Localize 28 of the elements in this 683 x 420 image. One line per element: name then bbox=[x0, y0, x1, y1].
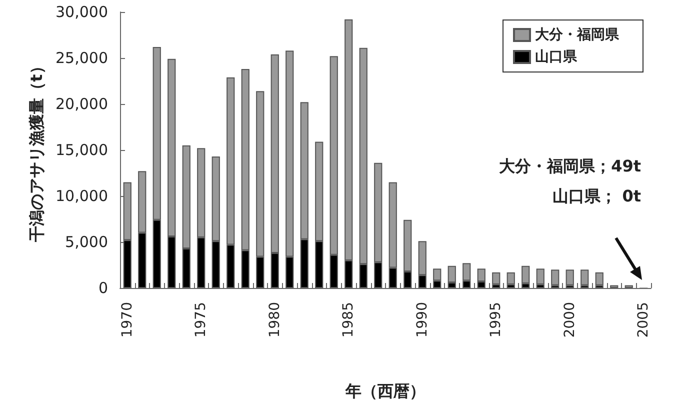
bar bbox=[551, 270, 560, 286]
x-tick-label: 1985 bbox=[340, 302, 357, 338]
y-axis-title: 干潟のアサリ漁獲量（t） bbox=[27, 58, 46, 243]
bar bbox=[595, 272, 604, 286]
y-tick-label: 20,000 bbox=[56, 95, 108, 113]
y-tick-label: 15,000 bbox=[56, 141, 108, 159]
bar bbox=[492, 272, 500, 284]
annotation: 大分・福岡県；49t bbox=[499, 156, 642, 176]
x-tick-label: 1975 bbox=[193, 302, 210, 338]
x-tick-label: 2000 bbox=[562, 302, 578, 338]
y-tick-label: 10,000 bbox=[56, 187, 108, 205]
x-axis-title: 年（西暦） bbox=[344, 382, 426, 400]
x-tick-label: 1990 bbox=[414, 302, 430, 338]
y-tick-label: 5,000 bbox=[65, 233, 108, 251]
x-tick-label: 1980 bbox=[266, 302, 283, 338]
x-tick-label: 1995 bbox=[488, 302, 504, 338]
x-tick-label: 1970 bbox=[119, 302, 136, 338]
y-tick-label: 0 bbox=[98, 279, 108, 297]
bar bbox=[506, 272, 515, 284]
bar bbox=[580, 270, 589, 286]
legend-label: 大分・福岡県 bbox=[535, 26, 620, 43]
x-tick-label: 2005 bbox=[636, 302, 652, 338]
legend-label: 山口県 bbox=[535, 49, 578, 65]
annotation: 山口県； 0t bbox=[552, 186, 642, 206]
bar bbox=[566, 270, 574, 286]
y-tick-label: 25,000 bbox=[56, 49, 108, 67]
y-tick-label: 30,000 bbox=[56, 3, 108, 21]
bar bbox=[536, 268, 544, 284]
